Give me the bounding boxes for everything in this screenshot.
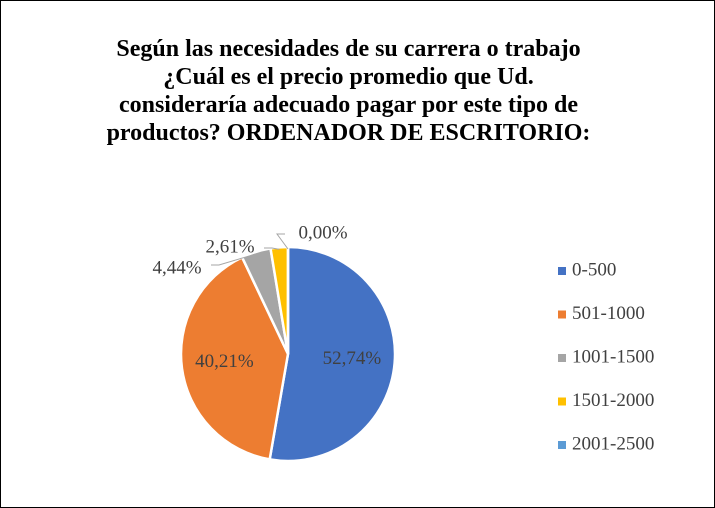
legend-label: 1001-1500 xyxy=(572,346,654,367)
leader-line xyxy=(264,247,280,250)
legend-swatch xyxy=(558,310,566,319)
leader-line xyxy=(211,253,257,266)
legend-swatch xyxy=(558,397,566,406)
legend-swatch xyxy=(558,267,566,275)
data-label: 40,21% xyxy=(195,351,254,372)
legend-swatch xyxy=(558,354,566,362)
legend-label: 2001-2500 xyxy=(572,433,654,454)
legend-label: 501-1000 xyxy=(572,303,645,324)
legend-label: 0-500 xyxy=(572,259,616,280)
pie-slice xyxy=(268,245,397,463)
legend-label: 1501-2000 xyxy=(572,390,654,411)
data-label: 52,74% xyxy=(323,348,382,369)
leader-line xyxy=(276,233,289,250)
pie-slice xyxy=(179,255,290,461)
chart-title: Según las necesidades de su carrera o tr… xyxy=(106,36,591,146)
data-label: 0,00% xyxy=(298,222,347,243)
data-label: 4,44% xyxy=(152,257,201,278)
legend-swatch xyxy=(558,441,566,449)
data-label: 2,61% xyxy=(205,236,254,257)
